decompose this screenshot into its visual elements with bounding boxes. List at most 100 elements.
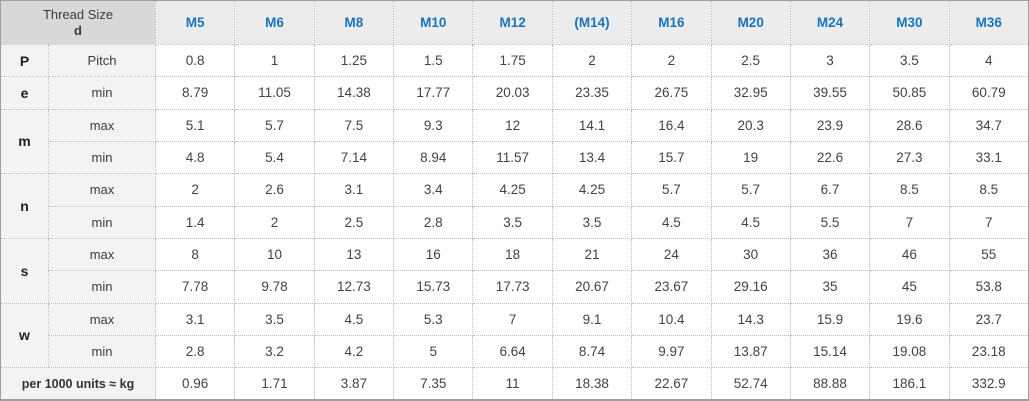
- value-cell: 7: [472, 302, 553, 336]
- value-cell: 36: [789, 237, 871, 272]
- value-cell: 18.38: [551, 367, 633, 401]
- value-cell: 1.25: [313, 43, 395, 78]
- value-cell: 3.87: [313, 367, 395, 401]
- value-cell: 50.85: [869, 76, 950, 110]
- value-cell: 22.67: [631, 367, 712, 401]
- value-cell: 2.8: [154, 334, 236, 369]
- row-group-label-e: e: [0, 76, 49, 110]
- value-cell: 0.8: [154, 43, 236, 78]
- value-cell: 14.38: [313, 76, 395, 110]
- value-cell: 13: [313, 237, 395, 272]
- value-cell: 5.5: [789, 205, 871, 239]
- value-cell: 13.4: [551, 140, 633, 175]
- value-cell: 9.1: [551, 302, 633, 336]
- value-cell: 8.79: [154, 76, 236, 110]
- value-cell: 35: [789, 270, 871, 304]
- value-cell: 4.5: [631, 205, 712, 239]
- value-cell: 8.74: [551, 334, 633, 369]
- value-cell: 4.25: [472, 173, 553, 207]
- row-group-label-p: P: [0, 43, 49, 78]
- value-cell: 18: [472, 237, 553, 272]
- value-cell: 5.1: [154, 108, 236, 142]
- value-cell: 22.6: [789, 140, 871, 175]
- value-cell: 1.71: [234, 367, 315, 401]
- value-cell: 46: [869, 237, 950, 272]
- value-cell: 8.5: [948, 173, 1029, 207]
- row-sub-label-m-min: min: [48, 140, 156, 175]
- value-cell: 3.1: [313, 173, 395, 207]
- column-header-m8: M8: [313, 0, 395, 45]
- row-n-min: min 1.4 2 2.5 2.8 3.5 3.5 4.5 4.5 5.5 7 7: [1, 205, 1029, 239]
- value-cell: 2.5: [313, 205, 395, 239]
- value-cell: 7.35: [393, 367, 474, 401]
- value-cell: 2.6: [234, 173, 315, 207]
- value-cell: 0.96: [154, 367, 236, 401]
- column-header-m24: M24: [789, 0, 871, 45]
- value-cell: 23.35: [551, 76, 633, 110]
- header-row: Thread Size d M5 M6 M8 M10 M12 (M14) M16 M20 M24…: [0, 0, 1029, 45]
- row-group-label-n: n: [0, 173, 49, 239]
- value-cell: 5.7: [710, 173, 791, 207]
- value-cell: 186.1: [869, 367, 950, 401]
- value-cell: 4.2: [313, 334, 395, 369]
- weight-row-label: per 1000 units ≈ kg: [0, 367, 156, 401]
- value-cell: 11: [472, 367, 553, 401]
- value-cell: 6.64: [472, 334, 553, 369]
- value-cell: 9.97: [631, 334, 712, 369]
- row-sub-label-s-max: max: [48, 237, 156, 272]
- value-cell: 28.6: [869, 108, 950, 142]
- value-cell: 23.9: [789, 108, 871, 142]
- value-cell: 53.8: [948, 270, 1029, 304]
- value-cell: 16: [393, 237, 474, 272]
- value-cell: 3.5: [234, 302, 315, 336]
- value-cell: 9.3: [393, 108, 474, 142]
- value-cell: 7.14: [313, 140, 395, 175]
- row-p-pitch: P Pitch 0.8 1 1.25 1.5 1.75 2 2 2.5 3 3.5 4: [0, 43, 1029, 78]
- value-cell: 15.73: [393, 270, 474, 304]
- value-cell: 12: [472, 108, 553, 142]
- value-cell: 2.8: [393, 205, 474, 239]
- value-cell: 16.4: [631, 108, 712, 142]
- value-cell: 60.79: [948, 76, 1029, 110]
- row-group-label-m: m: [0, 108, 49, 175]
- value-cell: 14.1: [551, 108, 633, 142]
- value-cell: 11.05: [234, 76, 315, 110]
- column-header-m6: M6: [234, 0, 315, 45]
- row-m-max: m max 5.1 5.7 7.5 9.3 12 14.1 16.4 20.3 23.9 28.6…: [0, 108, 1029, 175]
- value-cell: 11.57: [472, 140, 553, 175]
- row-m-min: min 4.8 5.4 7.14 8.94 11.57 13.4 15.7 19 22.6 27.…: [1, 140, 1029, 175]
- value-cell: 7: [948, 205, 1029, 239]
- value-cell: 4.5: [313, 302, 395, 336]
- value-cell: 13.87: [710, 334, 791, 369]
- value-cell: 8: [154, 237, 236, 272]
- row-s-min: min 7.78 9.78 12.73 15.73 17.73 20.67 23.67 29.…: [1, 270, 1029, 304]
- value-cell: 23.7: [948, 302, 1029, 336]
- value-cell: 20.67: [551, 270, 633, 304]
- value-cell: 7: [869, 205, 950, 239]
- value-cell: 26.75: [631, 76, 712, 110]
- value-cell: 8.94: [393, 140, 474, 175]
- value-cell: 5.4: [234, 140, 315, 175]
- column-header-m30: M30: [869, 0, 950, 45]
- row-weight-per-1000: per 1000 units ≈ kg 0.96 1.71 3.87 7.35 11 18…: [0, 367, 1029, 401]
- value-cell: 2: [551, 43, 633, 78]
- column-header-m10: M10: [393, 0, 474, 45]
- value-cell: 5: [393, 334, 474, 369]
- row-s-max: s max 8 10 13 16 18 21 24 30 36 46 55: [0, 237, 1029, 304]
- value-cell: 9.78: [234, 270, 315, 304]
- table-body: P Pitch 0.8 1 1.25 1.5 1.75 2 2 2.5 3 3.5 4 e min …: [0, 43, 1029, 401]
- value-cell: 15.14: [789, 334, 871, 369]
- row-group-label-w: w: [0, 302, 49, 369]
- value-cell: 19.08: [869, 334, 950, 369]
- row-sub-label-m-max: max: [48, 108, 156, 142]
- value-cell: 55: [948, 237, 1029, 272]
- value-cell: 1.5: [393, 43, 474, 78]
- value-cell: 14.3: [710, 302, 791, 336]
- row-sub-label-n-max: max: [48, 173, 156, 207]
- corner-header: Thread Size d: [0, 0, 156, 45]
- value-cell: 2: [234, 205, 315, 239]
- row-w-max: w max 3.1 3.5 4.5 5.3 7 9.1 10.4 14.3 15.9 19.6 23…: [0, 302, 1029, 369]
- value-cell: 6.7: [789, 173, 871, 207]
- value-cell: 4.25: [551, 173, 633, 207]
- value-cell: 39.55: [789, 76, 871, 110]
